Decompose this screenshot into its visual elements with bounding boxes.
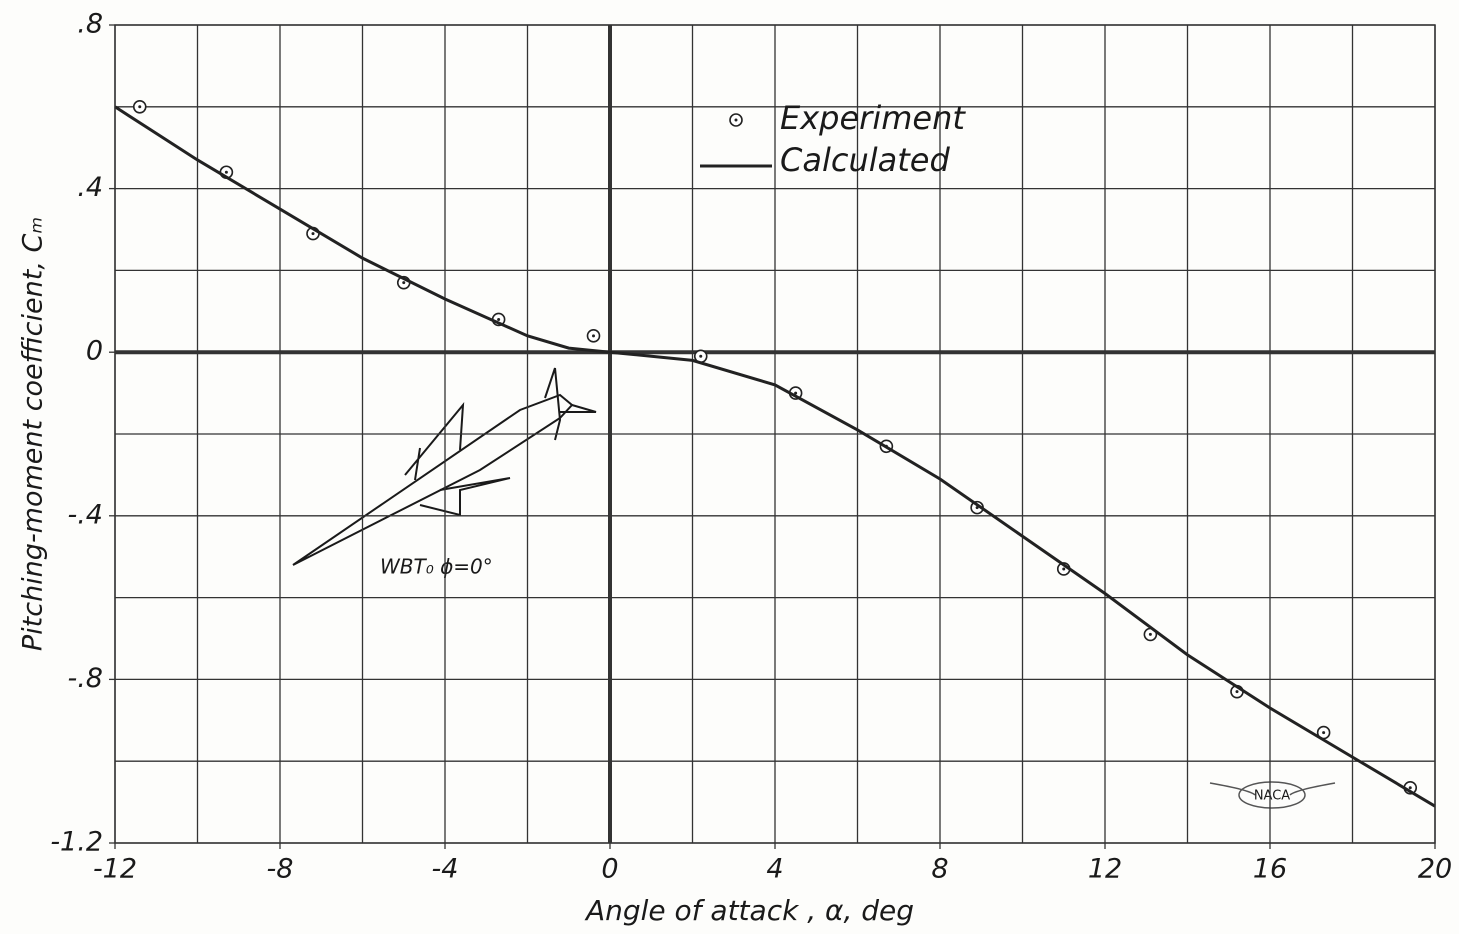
x-tick-label: 20 xyxy=(1418,854,1452,885)
x-tick-label: -12 xyxy=(93,854,137,885)
x-tick-label: 16 xyxy=(1253,854,1287,885)
experiment-point-dot xyxy=(312,232,315,235)
x-tick-label: 12 xyxy=(1088,854,1122,885)
y-tick-label: .4 xyxy=(77,172,103,203)
y-tick-label: -.8 xyxy=(67,663,103,694)
legend-marker-dot xyxy=(735,119,738,122)
legend-label: Experiment xyxy=(780,99,966,137)
experiment-point-dot xyxy=(699,355,702,358)
naca-text: NACA xyxy=(1254,789,1290,804)
experiment-point-dot xyxy=(1062,567,1065,570)
legend-label: Calculated xyxy=(780,141,950,179)
experiment-point-dot xyxy=(1322,731,1325,734)
experiment-point-dot xyxy=(1236,690,1239,693)
y-axis-label: Pitching-moment coefficient, Cₘ xyxy=(18,217,49,651)
x-axis-label: Angle of attack , α, deg xyxy=(584,894,914,927)
experiment-point-dot xyxy=(1409,786,1412,789)
x-tick-label: -8 xyxy=(267,854,294,885)
experiment-point-dot xyxy=(402,281,405,284)
x-tick-label: 8 xyxy=(931,854,948,885)
x-tick-label: -4 xyxy=(432,854,459,885)
experiment-point-dot xyxy=(497,318,500,321)
experiment-point-dot xyxy=(225,171,228,174)
configuration-label: WBT₀ ϕ=0° xyxy=(380,555,493,579)
y-tick-label: 0 xyxy=(86,336,103,367)
y-tick-label: -1.2 xyxy=(50,827,103,858)
background xyxy=(0,0,1459,934)
chart: Angle of attack , α, deg Pitching-moment… xyxy=(0,0,1459,934)
x-tick-label: 4 xyxy=(766,854,783,885)
y-tick-label: .8 xyxy=(77,9,103,40)
x-tick-label: 0 xyxy=(601,854,618,885)
y-tick-label: -.4 xyxy=(67,499,103,530)
experiment-point-dot xyxy=(592,334,595,337)
experiment-point-dot xyxy=(1149,633,1152,636)
experiment-point-dot xyxy=(138,105,141,108)
